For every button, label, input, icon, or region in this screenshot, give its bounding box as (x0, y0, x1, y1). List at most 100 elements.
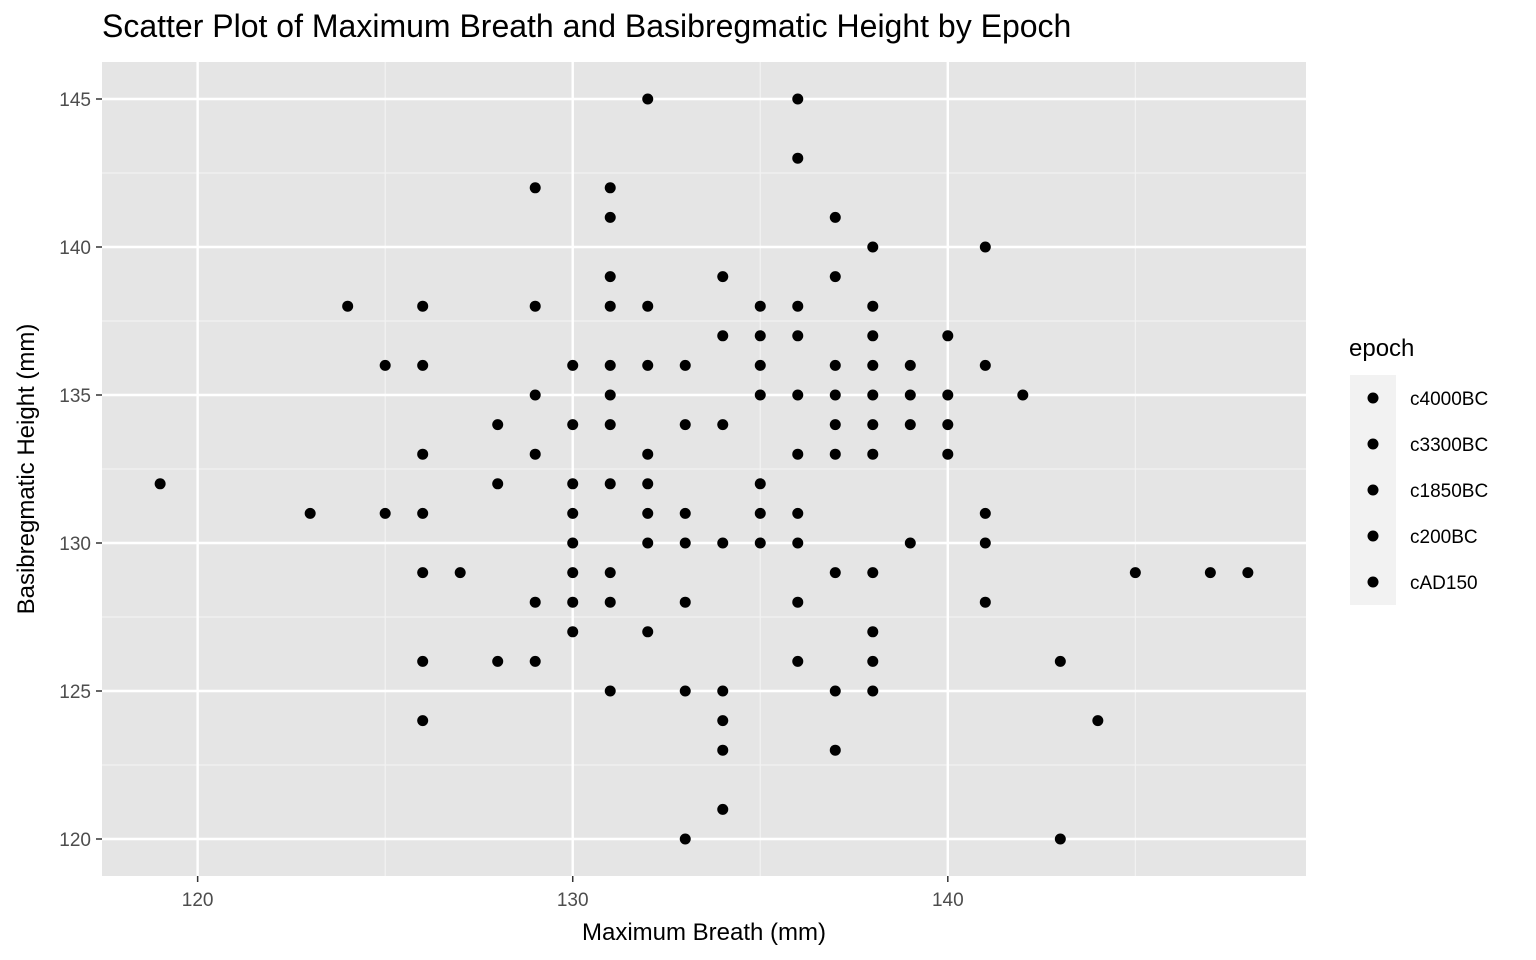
data-point (904, 537, 916, 549)
data-point (417, 655, 429, 667)
data-point (717, 685, 729, 697)
data-point (604, 211, 616, 223)
data-point (717, 537, 729, 549)
data-point (979, 359, 991, 371)
data-point (604, 567, 616, 579)
data-point (642, 359, 654, 371)
data-point (867, 330, 879, 342)
data-point (567, 537, 579, 549)
data-point (642, 537, 654, 549)
data-point (454, 567, 466, 579)
data-point (829, 271, 841, 283)
data-point (792, 152, 804, 164)
y-axis: 120 125 130 135 140 145 (59, 90, 102, 851)
data-point (792, 330, 804, 342)
legend-label: c200BC (1410, 527, 1478, 548)
y-tick-label: 135 (59, 386, 91, 407)
y-tick-label: 145 (59, 90, 91, 111)
legend-marker (1367, 530, 1379, 542)
data-point (604, 300, 616, 312)
data-point (567, 478, 579, 490)
data-point (567, 567, 579, 579)
data-point (567, 359, 579, 371)
data-point (792, 596, 804, 608)
data-point (979, 241, 991, 253)
data-point (642, 478, 654, 490)
legend-label: cAD150 (1410, 573, 1478, 594)
data-point (942, 389, 954, 401)
data-point (604, 685, 616, 697)
data-point (867, 655, 879, 667)
data-point (829, 744, 841, 756)
legend-label: c4000BC (1410, 389, 1488, 410)
x-tick-label: 130 (557, 890, 589, 911)
data-point (942, 330, 954, 342)
data-point (679, 419, 691, 431)
data-point (979, 596, 991, 608)
data-point (867, 448, 879, 460)
data-point (717, 419, 729, 431)
data-point (604, 271, 616, 283)
data-point (867, 626, 879, 638)
y-tick-label: 130 (59, 534, 91, 555)
x-axis: 120 130 140 (182, 876, 964, 911)
data-point (417, 567, 429, 579)
data-point (679, 537, 691, 549)
data-point (642, 93, 654, 105)
data-points (154, 93, 1254, 845)
data-point (829, 419, 841, 431)
data-point (792, 448, 804, 460)
data-point (979, 537, 991, 549)
data-point (829, 359, 841, 371)
data-point (717, 715, 729, 727)
data-point (679, 596, 691, 608)
data-point (1204, 567, 1216, 579)
data-point (754, 507, 766, 519)
major-gridlines (102, 62, 1306, 876)
data-point (1017, 389, 1029, 401)
data-point (417, 300, 429, 312)
data-point (904, 389, 916, 401)
data-point (867, 685, 879, 697)
legend-label: c3300BC (1410, 435, 1488, 456)
data-point (792, 655, 804, 667)
data-point (1054, 655, 1066, 667)
data-point (492, 419, 504, 431)
x-axis-title: Maximum Breath (mm) (582, 919, 826, 946)
data-point (642, 448, 654, 460)
data-point (567, 626, 579, 638)
data-point (492, 478, 504, 490)
data-point (904, 419, 916, 431)
y-tick-label: 125 (59, 682, 91, 703)
data-point (717, 744, 729, 756)
data-point (604, 419, 616, 431)
data-point (829, 685, 841, 697)
legend-items: c4000BC c3300BC c1850BC c200BC cAD150 (1367, 389, 1488, 594)
data-point (604, 182, 616, 194)
data-point (567, 596, 579, 608)
data-point (867, 241, 879, 253)
data-point (567, 419, 579, 431)
data-point (679, 833, 691, 845)
data-point (604, 478, 616, 490)
data-point (417, 448, 429, 460)
data-point (679, 685, 691, 697)
data-point (417, 507, 429, 519)
data-point (792, 537, 804, 549)
y-axis-title: Basibregmatic Height (mm) (13, 324, 40, 615)
data-point (754, 330, 766, 342)
minor-gridlines (102, 62, 1306, 876)
data-point (904, 359, 916, 371)
legend-marker (1367, 438, 1379, 450)
data-point (529, 448, 541, 460)
data-point (792, 93, 804, 105)
x-tick-label: 140 (932, 890, 964, 911)
data-point (829, 448, 841, 460)
data-point (604, 389, 616, 401)
data-point (1092, 715, 1104, 727)
data-point (867, 419, 879, 431)
data-point (754, 300, 766, 312)
data-point (379, 359, 391, 371)
data-point (642, 507, 654, 519)
